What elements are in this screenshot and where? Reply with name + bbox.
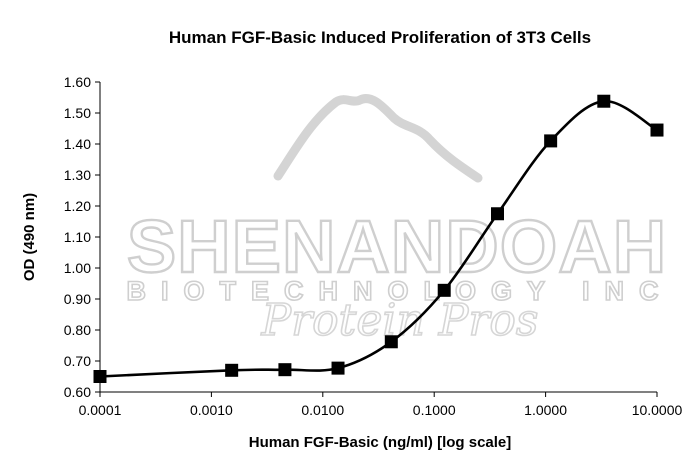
x-tick-label: 10.0000 bbox=[632, 402, 683, 418]
y-axis-ticks: 0.60 0.70 0.80 0.90 1.00 1.10 1.20 1.30 1.40 1.50… bbox=[64, 74, 100, 400]
watermark-line3: Protein Pros bbox=[261, 295, 539, 346]
data-point bbox=[650, 123, 664, 137]
series-curve bbox=[99, 99, 658, 378]
x-tick-label: 0.1000 bbox=[413, 402, 456, 418]
data-points bbox=[93, 94, 664, 383]
series-line bbox=[99, 99, 658, 378]
y-tick-label: 1.50 bbox=[64, 105, 91, 121]
y-tick-label: 0.80 bbox=[64, 322, 91, 338]
y-axis-title: OD (490 nm) bbox=[21, 193, 38, 281]
x-axis-ticks: 0.0001 0.0010 0.0100 0.1000 1.0000 10.0000 bbox=[79, 392, 683, 418]
x-tick-label: 0.0010 bbox=[190, 402, 233, 418]
data-point bbox=[278, 363, 292, 377]
x-axis-title: Human FGF-Basic (ng/ml) [log scale] bbox=[249, 434, 512, 451]
y-tick-label: 1.40 bbox=[64, 136, 91, 152]
data-point bbox=[544, 134, 558, 148]
y-tick-label: 1.20 bbox=[64, 198, 91, 214]
watermark: SHENANDOAH BIOTECHNOLOGY INC Protein Pro… bbox=[126, 94, 673, 347]
y-tick-label: 0.70 bbox=[64, 353, 91, 369]
x-tick-label: 1.0000 bbox=[524, 402, 567, 418]
data-point bbox=[93, 370, 107, 383]
y-tick-label: 0.90 bbox=[64, 291, 91, 307]
chart-title: Human FGF-Basic Induced Proliferation of… bbox=[169, 28, 591, 47]
data-point bbox=[384, 335, 398, 349]
watermark-mountain-icon bbox=[273, 94, 483, 183]
data-point bbox=[437, 283, 451, 297]
data-point bbox=[597, 94, 611, 108]
y-tick-label: 1.10 bbox=[64, 229, 91, 245]
y-tick-label: 1.30 bbox=[64, 167, 91, 183]
x-tick-label: 0.0001 bbox=[79, 402, 122, 418]
y-tick-label: 1.00 bbox=[64, 260, 91, 276]
y-tick-label: 1.60 bbox=[64, 74, 91, 90]
y-tick-label: 0.60 bbox=[64, 384, 91, 400]
data-point bbox=[225, 363, 239, 377]
data-point bbox=[490, 207, 504, 221]
watermark-line2: BIOTECHNOLOGY INC bbox=[126, 276, 673, 306]
watermark-line1: SHENANDOAH bbox=[127, 205, 667, 288]
data-point bbox=[331, 361, 345, 375]
x-tick-label: 0.0100 bbox=[301, 402, 344, 418]
